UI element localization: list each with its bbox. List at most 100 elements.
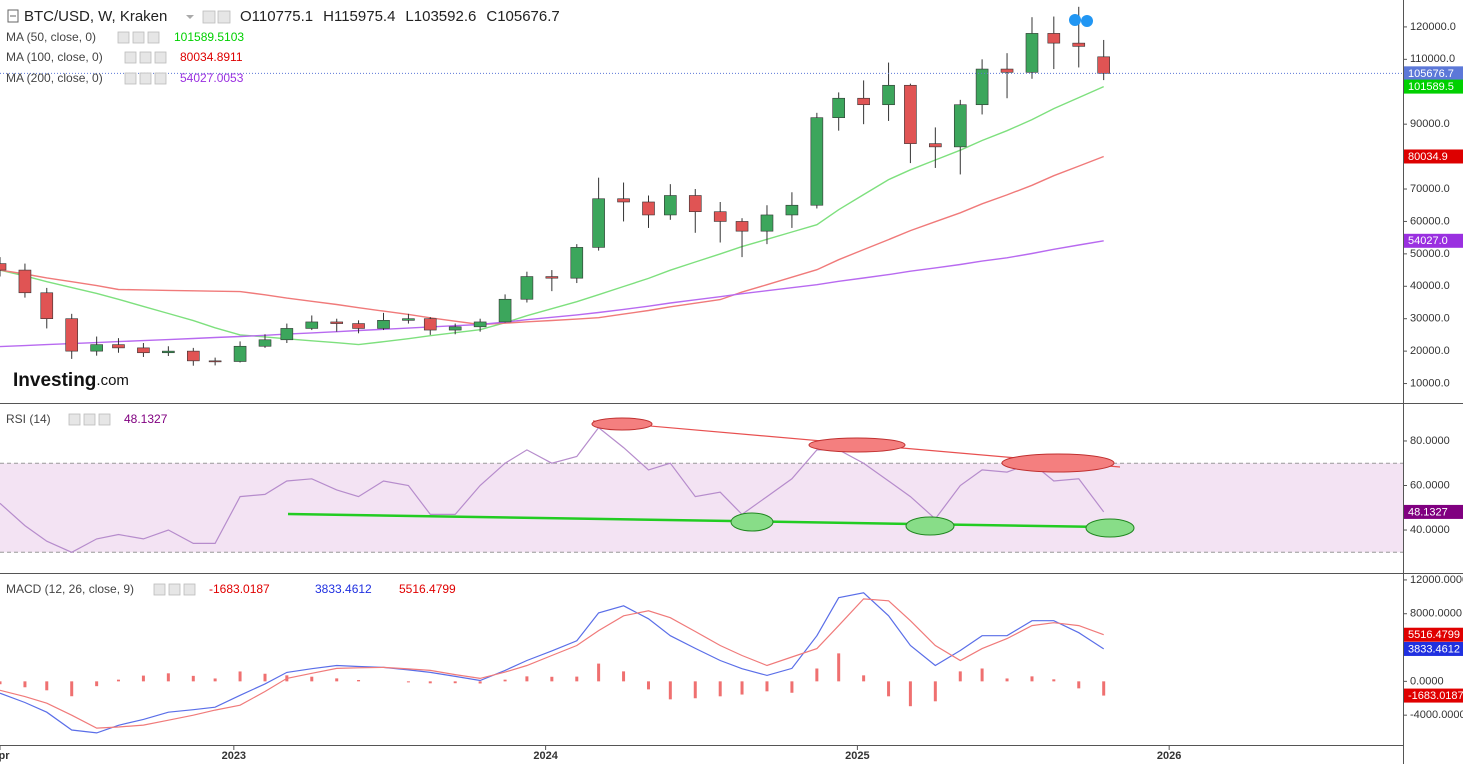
- event-marker[interactable]: [1081, 15, 1093, 27]
- candle-body: [760, 214, 774, 232]
- panel-title: RSI (14): [6, 412, 51, 426]
- candle-body: [352, 323, 365, 329]
- histogram-bar: [116, 679, 120, 682]
- candle-body: [0, 263, 7, 271]
- rsi-line: [0, 426, 1105, 553]
- candle-body: [498, 298, 512, 323]
- event-markers[interactable]: [1069, 14, 1093, 27]
- candle-body: [904, 84, 917, 144]
- icon[interactable]: [124, 51, 137, 64]
- candle-body: [1072, 42, 1086, 47]
- legend-value: 54027.0053: [180, 71, 244, 85]
- histogram-bar: [718, 681, 722, 697]
- histogram-bar: [0, 681, 2, 685]
- candle-body: [423, 318, 437, 331]
- chart-title: BTC/USD, W, Kraken: [24, 8, 167, 25]
- candle-body: [929, 143, 942, 148]
- dropdown-icon[interactable]: [186, 15, 194, 19]
- histogram-bar: [23, 681, 27, 688]
- y-tick-label: 12000.0000: [1410, 574, 1463, 586]
- candle-body: [975, 68, 989, 106]
- icon[interactable]: [68, 413, 81, 426]
- icon[interactable]: [168, 583, 181, 596]
- y-tick-label: 110000.0: [1410, 53, 1455, 65]
- axis-value-label: -1683.0187: [1408, 690, 1463, 702]
- candle-body: [112, 344, 125, 349]
- y-tick-label: 20000.0: [1410, 345, 1450, 357]
- histogram-bar: [141, 675, 145, 682]
- icon[interactable]: [83, 413, 96, 426]
- icon[interactable]: [153, 583, 166, 596]
- highlight: [1001, 453, 1115, 473]
- histogram-bar: [693, 681, 697, 699]
- y-tick-label: 40000.0: [1410, 280, 1450, 292]
- histogram-bar: [95, 681, 99, 687]
- icon[interactable]: [154, 51, 167, 64]
- icon[interactable]: [98, 413, 111, 426]
- y-tick-label: 70000.0: [1410, 183, 1450, 195]
- histogram-bar: [815, 668, 819, 682]
- icon[interactable]: [132, 31, 145, 44]
- histogram-bar: [862, 675, 866, 682]
- candle-body: [18, 269, 32, 294]
- candle-body: [785, 204, 799, 216]
- legend-icons: [117, 31, 167, 85]
- candle-body: [377, 320, 390, 329]
- histogram-bar: [1102, 681, 1106, 696]
- axis-value-label: 105676.7: [1408, 68, 1454, 80]
- histogram-bar: [887, 681, 891, 697]
- histogram-bar: [357, 679, 361, 682]
- highlight: [1085, 518, 1135, 538]
- legend-value: -1683.0187: [209, 582, 270, 596]
- candle-body: [832, 97, 845, 118]
- candle-body: [258, 339, 272, 347]
- candle-body: [402, 318, 415, 321]
- histogram-bar: [478, 681, 482, 684]
- y-tick-label: 8000.0000: [1410, 608, 1462, 620]
- macd-line: [0, 592, 1105, 734]
- histogram-bar: [525, 676, 529, 682]
- axis-value-box: [1404, 641, 1463, 656]
- icon[interactable]: [154, 72, 167, 85]
- histogram-bar: [1052, 679, 1056, 682]
- candle-body: [810, 117, 824, 206]
- legend-entry: MA (100, close, 0): [6, 50, 103, 64]
- icon[interactable]: [139, 51, 152, 64]
- highlight: [730, 512, 774, 532]
- candle-body: [90, 344, 103, 352]
- y-tick-label: 30000.0: [1410, 313, 1450, 325]
- x-tick-label: 2024: [533, 750, 558, 762]
- y-tick-label: 50000.0: [1410, 248, 1450, 260]
- histogram-bar: [1005, 678, 1009, 682]
- candle-body: [570, 247, 584, 279]
- event-marker[interactable]: [1069, 14, 1081, 26]
- moving-average-line: [0, 155, 1104, 326]
- settings-icon[interactable]: [217, 10, 231, 24]
- y-tick-label: 40.0000: [1410, 524, 1450, 536]
- macd-line: [0, 598, 1104, 729]
- candle-body: [617, 198, 630, 203]
- collapse-icon[interactable]: [7, 9, 19, 23]
- histogram-bar: [933, 681, 937, 702]
- legend-entry: MA (50, close, 0): [6, 30, 96, 44]
- histogram-bar: [1030, 676, 1034, 682]
- x-tick-label: 2023: [222, 750, 246, 762]
- candle-body: [448, 326, 462, 331]
- legend-value: 5516.4799: [399, 582, 456, 596]
- legend-value: 3833.4612: [315, 582, 372, 596]
- histogram-bar: [503, 679, 507, 682]
- candle-body: [1000, 68, 1014, 73]
- histogram-bar: [263, 673, 267, 682]
- candle-body: [208, 360, 222, 363]
- axis-value-label: 101589.5: [1408, 81, 1454, 93]
- icon[interactable]: [117, 31, 130, 44]
- histogram-bar: [238, 671, 242, 682]
- legend-entry: MA (200, close, 0): [6, 71, 103, 85]
- icon[interactable]: [183, 583, 196, 596]
- icon[interactable]: [139, 72, 152, 85]
- icon[interactable]: [124, 72, 137, 85]
- y-tick-label: 80.0000: [1410, 435, 1450, 447]
- settings-icon[interactable]: [202, 10, 216, 24]
- icon[interactable]: [147, 31, 160, 44]
